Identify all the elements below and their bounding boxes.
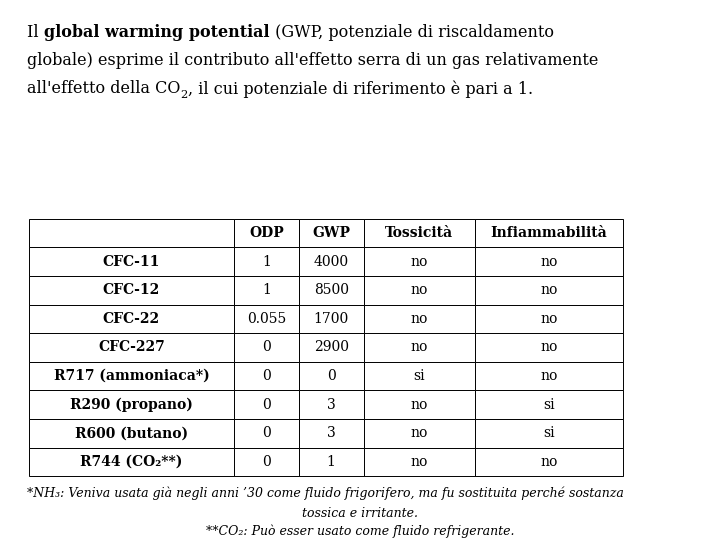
Bar <box>299 419 364 448</box>
Text: 0: 0 <box>327 369 336 383</box>
Text: no: no <box>540 369 558 383</box>
Text: no: no <box>540 312 558 326</box>
Bar <box>475 333 623 362</box>
Text: global warming potential: global warming potential <box>44 24 269 41</box>
Text: Tossicità: Tossicità <box>385 226 454 240</box>
Bar <box>234 390 299 419</box>
Text: 2: 2 <box>181 90 188 100</box>
Text: CFC-11: CFC-11 <box>103 255 160 268</box>
Text: all'effetto della CO: all'effetto della CO <box>27 80 181 97</box>
Bar <box>299 305 364 333</box>
Bar <box>299 247 364 276</box>
Text: R744 (CO₂**): R744 (CO₂**) <box>80 455 183 469</box>
Text: no: no <box>410 455 428 469</box>
Text: **CO₂: Può esser usato come fluido refrigerante.: **CO₂: Può esser usato come fluido refri… <box>206 525 514 538</box>
Text: no: no <box>410 427 428 440</box>
Text: tossica e irritante.: tossica e irritante. <box>302 507 418 519</box>
Text: 0: 0 <box>262 427 271 440</box>
Bar <box>364 247 475 276</box>
Bar <box>299 448 364 476</box>
Text: si: si <box>413 369 426 383</box>
Bar <box>364 305 475 333</box>
Bar <box>475 276 623 305</box>
Text: *NH₃: Veniva usata già negli anni ’30 come fluido frigorifero, ma fu sostituita : *NH₃: Veniva usata già negli anni ’30 co… <box>27 486 624 500</box>
Bar <box>29 305 234 333</box>
Bar <box>364 390 475 419</box>
Bar <box>364 333 475 362</box>
Text: Infiammabilità: Infiammabilità <box>490 226 608 240</box>
Text: 2900: 2900 <box>314 341 348 354</box>
Text: 3: 3 <box>327 398 336 411</box>
Bar <box>29 333 234 362</box>
Text: no: no <box>410 312 428 326</box>
Bar <box>475 390 623 419</box>
Bar <box>364 448 475 476</box>
Text: 0: 0 <box>262 455 271 469</box>
Bar <box>234 333 299 362</box>
Text: 8500: 8500 <box>314 284 348 297</box>
Bar <box>29 419 234 448</box>
Text: R600 (butano): R600 (butano) <box>75 427 188 440</box>
Bar <box>29 362 234 390</box>
Bar <box>364 276 475 305</box>
Bar <box>475 219 623 247</box>
Text: 0: 0 <box>262 398 271 411</box>
Bar <box>364 219 475 247</box>
Bar <box>29 219 234 247</box>
Bar <box>299 276 364 305</box>
Text: 0: 0 <box>262 369 271 383</box>
Bar <box>234 276 299 305</box>
Text: no: no <box>540 284 558 297</box>
Text: 0.055: 0.055 <box>247 312 286 326</box>
Bar <box>29 276 234 305</box>
Text: ODP: ODP <box>249 226 284 240</box>
Bar <box>234 247 299 276</box>
Text: no: no <box>410 341 428 354</box>
Text: 1: 1 <box>262 255 271 268</box>
Text: R717 (ammoniaca*): R717 (ammoniaca*) <box>53 369 210 383</box>
Bar <box>234 448 299 476</box>
Text: no: no <box>410 255 428 268</box>
Bar <box>475 247 623 276</box>
Bar <box>234 305 299 333</box>
Bar <box>364 362 475 390</box>
Bar <box>234 362 299 390</box>
Text: no: no <box>540 455 558 469</box>
Text: 1: 1 <box>327 455 336 469</box>
Bar <box>475 305 623 333</box>
Text: globale) esprime il contributo all'effetto serra di un gas relativamente: globale) esprime il contributo all'effet… <box>27 52 599 69</box>
Text: R290 (propano): R290 (propano) <box>70 397 193 412</box>
Text: si: si <box>543 427 555 440</box>
Bar <box>475 448 623 476</box>
Text: si: si <box>543 398 555 411</box>
Bar <box>29 247 234 276</box>
Text: Il: Il <box>27 24 44 41</box>
Text: no: no <box>540 341 558 354</box>
Text: no: no <box>540 255 558 268</box>
Bar <box>234 219 299 247</box>
Bar <box>475 419 623 448</box>
Bar <box>299 362 364 390</box>
Bar <box>299 333 364 362</box>
Text: 3: 3 <box>327 427 336 440</box>
Text: 4000: 4000 <box>314 255 348 268</box>
Bar <box>29 448 234 476</box>
Text: 0: 0 <box>262 341 271 354</box>
Bar <box>475 362 623 390</box>
Bar <box>299 219 364 247</box>
Bar <box>29 390 234 419</box>
Bar <box>234 419 299 448</box>
Text: CFC-22: CFC-22 <box>103 312 160 326</box>
Text: no: no <box>410 398 428 411</box>
Text: 1700: 1700 <box>314 312 348 326</box>
Text: GWP: GWP <box>312 226 350 240</box>
Bar <box>299 390 364 419</box>
Text: no: no <box>410 284 428 297</box>
Text: (GWP, potenziale di riscaldamento: (GWP, potenziale di riscaldamento <box>269 24 554 41</box>
Bar <box>364 419 475 448</box>
Text: , il cui potenziale di riferimento è pari a 1.: , il cui potenziale di riferimento è par… <box>188 80 533 98</box>
Text: CFC-227: CFC-227 <box>98 341 165 354</box>
Text: CFC-12: CFC-12 <box>103 284 160 297</box>
Text: 1: 1 <box>262 284 271 297</box>
